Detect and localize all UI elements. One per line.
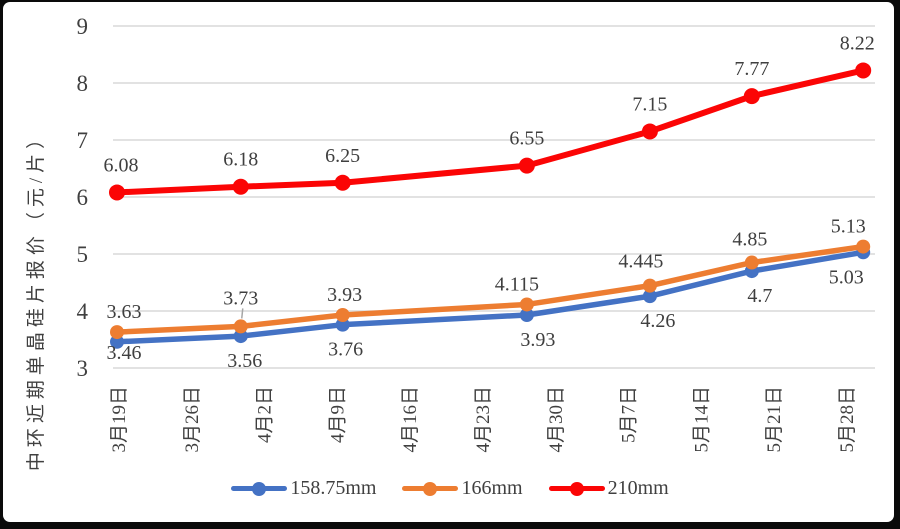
data-point-210mm-5月21日 <box>743 88 760 105</box>
data-label-210mm-5月7日: 7.15 <box>632 93 667 115</box>
data-label-158.75mm-4月30日: 3.93 <box>520 329 555 351</box>
data-label-166mm-4月2日: 3.73 <box>223 287 258 309</box>
data-point-158.75mm-3月19日 <box>110 334 124 349</box>
x-axis-tick-label: 4月23日 <box>473 386 494 453</box>
legend-item-166mm: 166mm <box>402 477 523 500</box>
data-point-166mm-4月2日 <box>233 319 248 334</box>
legend-line-marker-icon <box>231 481 288 496</box>
y-axis-tick-label: 3 <box>77 356 89 381</box>
data-label-158.75mm-5月28日: 5.03 <box>829 266 864 288</box>
legend-item-158.75mm: 158.75mm <box>231 477 376 500</box>
x-axis-tick-label: 5月7日 <box>619 386 640 443</box>
data-point-158.75mm-4月9日 <box>335 317 350 332</box>
legend-label: 166mm <box>461 477 523 499</box>
data-label-210mm-5月21日: 7.77 <box>734 58 769 80</box>
data-label-210mm-5月28日: 8.22 <box>840 32 875 54</box>
x-axis-tick-label: 4月9日 <box>327 386 348 443</box>
data-point-166mm-4月9日 <box>335 307 350 322</box>
legend-item-210mm: 210mm <box>548 477 669 500</box>
data-label-166mm-3月19日: 3.63 <box>107 301 142 323</box>
y-axis-tick-label: 5 <box>77 242 89 267</box>
legend-line-marker-icon <box>548 481 605 496</box>
legend-label: 158.75mm <box>290 477 377 499</box>
y-axis-tick-label: 7 <box>77 128 89 153</box>
x-axis-tick-label: 5月14日 <box>691 386 712 453</box>
legend-dot-icon <box>569 481 584 496</box>
chart-legend: 158.75mm 166mm 210mm <box>0 477 900 500</box>
data-label-210mm-4月30日: 6.55 <box>509 128 544 150</box>
y-axis-tick-label: 8 <box>77 71 89 96</box>
data-point-210mm-4月30日 <box>518 157 535 174</box>
data-label-166mm-5月7日: 4.445 <box>618 251 663 273</box>
legend-dot-icon <box>423 481 438 496</box>
data-point-210mm-4月9日 <box>334 174 351 191</box>
y-axis-tick-label: 4 <box>77 299 89 324</box>
data-point-158.75mm-4月30日 <box>519 307 534 322</box>
label-leader-line <box>241 308 244 319</box>
data-label-158.75mm-5月7日: 4.26 <box>640 310 675 332</box>
data-label-166mm-4月30日: 4.115 <box>495 273 539 295</box>
data-point-158.75mm-4月2日 <box>233 329 248 344</box>
x-axis-tick-label: 4月16日 <box>400 386 421 453</box>
data-point-210mm-3月19日 <box>109 184 125 201</box>
data-point-210mm-5月28日 <box>855 62 872 79</box>
data-label-158.75mm-5月21日: 4.7 <box>747 285 772 307</box>
y-axis-tick-label: 9 <box>77 14 89 39</box>
data-label-158.75mm-4月2日: 3.56 <box>227 350 262 372</box>
x-axis-tick-label: 5月21日 <box>764 386 785 453</box>
data-point-166mm-5月28日 <box>856 239 871 254</box>
data-point-158.75mm-5月7日 <box>642 289 657 304</box>
y-axis-tick-label: 6 <box>77 185 89 210</box>
data-label-210mm-3月19日: 6.08 <box>104 154 139 176</box>
x-axis-tick-label: 3月26日 <box>182 386 203 453</box>
legend-line-marker-icon <box>402 481 459 496</box>
legend-label: 210mm <box>607 477 669 499</box>
legend-dot-icon <box>252 481 267 496</box>
x-axis-tick-label: 4月2日 <box>255 386 276 443</box>
data-label-166mm-4月9日: 3.93 <box>327 284 362 306</box>
data-point-166mm-4月30日 <box>519 297 534 312</box>
data-point-166mm-5月7日 <box>642 278 657 293</box>
x-axis-tick-label: 5月28日 <box>837 386 858 453</box>
data-label-210mm-4月9日: 6.25 <box>325 145 360 167</box>
data-point-166mm-5月21日 <box>744 255 759 270</box>
data-label-158.75mm-4月9日: 3.76 <box>328 339 363 361</box>
data-point-210mm-4月2日 <box>232 178 249 195</box>
data-label-166mm-5月28日: 5.13 <box>831 216 866 238</box>
data-point-166mm-3月19日 <box>110 325 124 340</box>
data-label-158.75mm-3月19日: 3.46 <box>107 342 142 364</box>
data-label-166mm-5月21日: 4.85 <box>732 229 767 251</box>
data-label-210mm-4月2日: 6.18 <box>223 149 258 171</box>
data-point-210mm-5月7日 <box>641 123 658 140</box>
x-axis-tick-label: 4月30日 <box>546 386 567 453</box>
x-axis-tick-label: 3月19日 <box>109 386 130 453</box>
